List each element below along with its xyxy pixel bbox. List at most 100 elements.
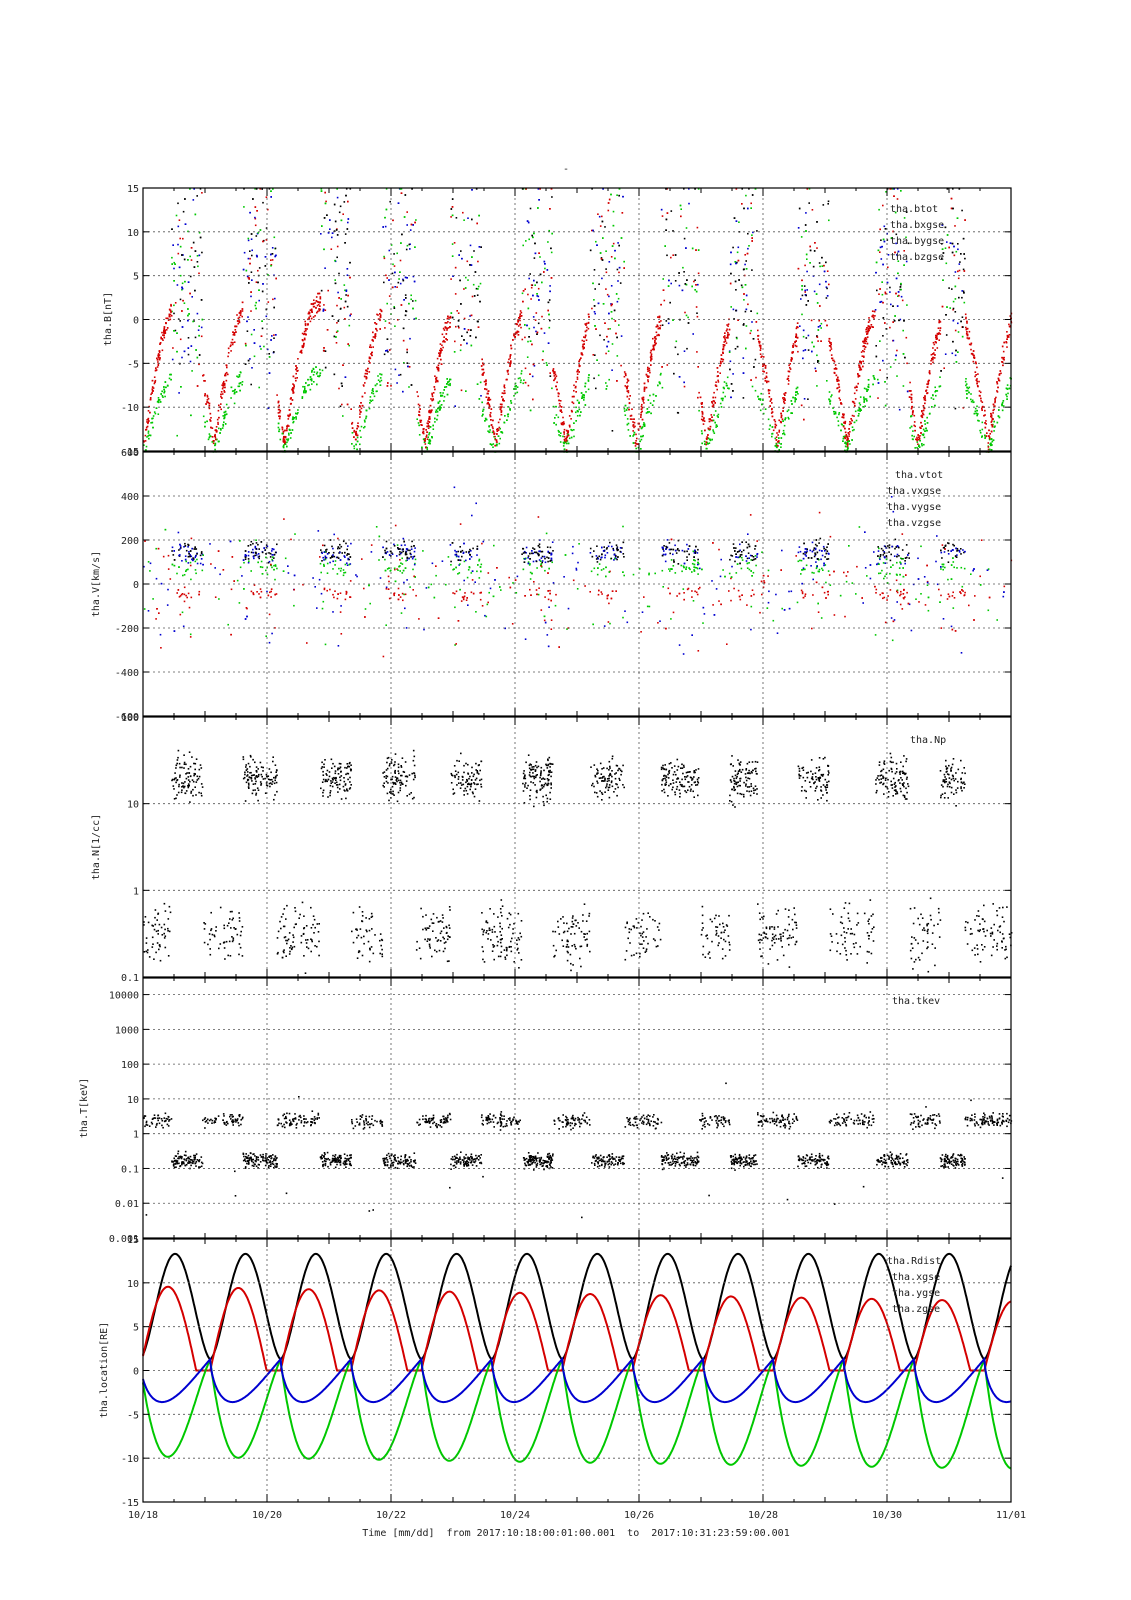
data-point-b — [919, 435, 921, 437]
data-point-b — [583, 399, 585, 401]
data-point-b — [697, 249, 700, 251]
data-point-b — [163, 390, 166, 393]
data-point-b — [957, 270, 959, 273]
data-point-b — [615, 332, 617, 335]
data-point-b — [783, 424, 786, 427]
data-point-b — [273, 236, 276, 239]
data-point-b — [616, 300, 619, 303]
data-point-b — [807, 398, 809, 400]
data-point-b — [588, 316, 590, 318]
data-point-b — [860, 351, 863, 353]
data-point-b — [704, 429, 706, 432]
data-point-b — [976, 378, 978, 380]
data-point-b — [256, 255, 258, 258]
data-point-b — [707, 443, 709, 445]
data-point-b — [697, 283, 699, 286]
data-point-b — [282, 430, 285, 433]
data-point-b — [782, 433, 784, 435]
data-point-b — [516, 391, 519, 394]
data-point-b — [420, 419, 423, 422]
data-point-b — [319, 368, 321, 371]
data-point-b — [537, 287, 540, 290]
data-point-b — [151, 417, 153, 420]
data-point-b — [902, 385, 905, 387]
data-point-b — [670, 210, 673, 212]
data-point-b — [218, 416, 220, 419]
data-point-b — [146, 419, 148, 421]
data-point-b — [766, 381, 768, 384]
data-point-b — [834, 411, 837, 413]
data-point-b — [601, 215, 603, 218]
data-point-b — [774, 445, 777, 447]
data-point-b — [768, 389, 771, 392]
data-point-b — [289, 437, 292, 439]
data-point-b — [916, 438, 919, 440]
data-point-b — [152, 415, 155, 417]
data-point-b — [929, 412, 931, 415]
data-point-b — [717, 416, 719, 418]
data-point-b — [259, 188, 261, 190]
data-point-b — [991, 420, 993, 422]
data-point-b — [220, 408, 222, 411]
data-point-b — [443, 329, 446, 331]
data-point-b — [157, 401, 160, 404]
data-point-b — [292, 417, 294, 419]
data-point-b — [500, 413, 503, 416]
data-point-b — [209, 420, 212, 422]
data-point-b — [278, 408, 281, 411]
data-point-b — [742, 357, 745, 359]
data-point-b — [787, 383, 790, 385]
data-point-b — [789, 368, 792, 370]
data-point-b — [282, 445, 285, 448]
data-point-b — [207, 438, 210, 441]
data-point-b — [897, 272, 899, 275]
data-point-b — [596, 359, 598, 361]
data-point-b — [787, 375, 790, 377]
data-point-b — [316, 311, 318, 314]
data-point-b — [204, 425, 206, 428]
data-point-b — [273, 337, 275, 339]
data-point-b — [200, 326, 203, 329]
data-point-b — [443, 339, 445, 342]
data-point-b — [307, 318, 309, 321]
data-point-b — [292, 391, 295, 394]
data-point-b — [412, 275, 415, 278]
data-point-b — [747, 247, 749, 250]
data-point-b — [889, 188, 891, 190]
data-point-b — [867, 379, 870, 381]
data-point-b — [608, 198, 611, 201]
data-point-b — [492, 446, 494, 448]
data-point-b — [206, 396, 209, 398]
data-point-b — [201, 318, 204, 321]
data-point-b — [921, 444, 923, 447]
data-point-b — [274, 247, 277, 250]
data-point-b — [339, 205, 342, 208]
data-point-b — [972, 401, 975, 404]
data-point-b — [970, 398, 972, 401]
data-point-b — [474, 271, 477, 273]
data-point-b — [334, 259, 336, 262]
data-point-b — [833, 360, 836, 363]
data-point-b — [292, 421, 294, 424]
data-point-b — [565, 449, 568, 451]
data-point-b — [369, 402, 371, 404]
data-point-b — [701, 415, 704, 418]
data-point-b — [817, 361, 819, 363]
data-point-b — [840, 429, 842, 432]
data-point-b — [817, 360, 819, 362]
data-point-b — [365, 417, 367, 420]
data-point-b — [522, 300, 524, 303]
data-point-b — [648, 411, 651, 413]
data-point-b — [756, 312, 759, 315]
data-point-b — [449, 378, 451, 381]
data-point-b — [406, 224, 408, 226]
data-point-b — [344, 318, 346, 320]
data-point-b — [519, 319, 521, 322]
data-point-b — [632, 430, 634, 432]
data-point-b — [479, 381, 482, 384]
data-point-b — [595, 387, 597, 390]
data-point-b — [878, 208, 880, 211]
data-point-b — [807, 300, 809, 302]
data-point-b — [611, 369, 613, 371]
data-point-b — [430, 398, 432, 400]
